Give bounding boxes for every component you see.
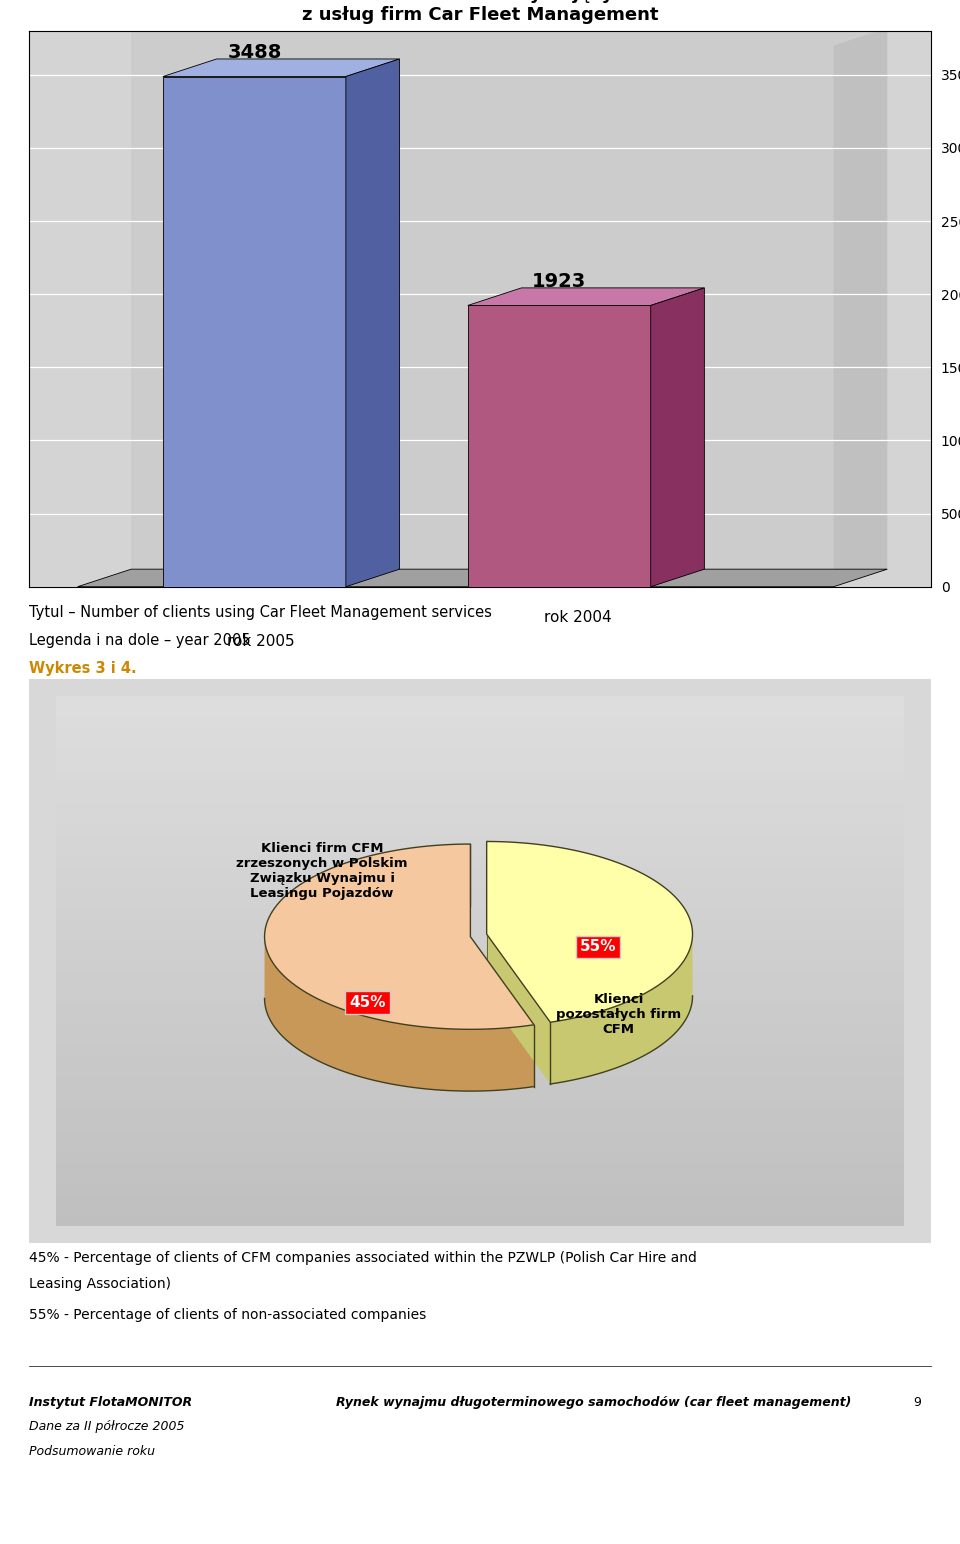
Bar bbox=[56, 971, 904, 982]
FancyBboxPatch shape bbox=[20, 673, 940, 1249]
Text: Instytut FlotaMONITOR: Instytut FlotaMONITOR bbox=[29, 1396, 192, 1408]
Bar bbox=[56, 1089, 904, 1099]
Bar bbox=[56, 696, 904, 707]
Bar bbox=[56, 707, 904, 718]
Bar bbox=[56, 855, 904, 866]
Text: 3488: 3488 bbox=[228, 43, 281, 62]
Text: Klienci
pozostałych firm
CFM: Klienci pozostałych firm CFM bbox=[556, 993, 682, 1036]
Polygon shape bbox=[487, 841, 692, 1022]
Polygon shape bbox=[163, 77, 346, 587]
Text: rok 2004: rok 2004 bbox=[543, 610, 612, 625]
Bar bbox=[56, 1204, 904, 1215]
Bar bbox=[56, 1152, 904, 1163]
Bar bbox=[56, 908, 904, 919]
Polygon shape bbox=[265, 845, 534, 1030]
Text: Dane za II półrocze 2005: Dane za II półrocze 2005 bbox=[29, 1420, 184, 1433]
Bar bbox=[56, 834, 904, 845]
Bar bbox=[56, 1130, 904, 1141]
Bar bbox=[56, 993, 904, 1004]
Bar bbox=[56, 845, 904, 855]
Bar bbox=[56, 1163, 904, 1173]
Bar bbox=[56, 919, 904, 929]
Title: Liczba klientów korzystających
z usług firm Car Fleet Management: Liczba klientów korzystających z usług f… bbox=[301, 0, 659, 23]
Polygon shape bbox=[651, 287, 705, 587]
Bar bbox=[56, 792, 904, 803]
Polygon shape bbox=[833, 28, 887, 587]
Bar bbox=[56, 1014, 904, 1025]
Bar bbox=[56, 1025, 904, 1036]
Bar bbox=[56, 1004, 904, 1014]
Text: Leasing Association): Leasing Association) bbox=[29, 1277, 171, 1291]
Bar bbox=[56, 749, 904, 760]
Bar bbox=[56, 1056, 904, 1067]
Polygon shape bbox=[470, 937, 534, 1087]
Bar bbox=[56, 1110, 904, 1119]
Text: Tytul – Number of clients using Car Fleet Management services: Tytul – Number of clients using Car Flee… bbox=[29, 605, 492, 621]
Bar bbox=[56, 960, 904, 971]
Polygon shape bbox=[132, 28, 887, 570]
Text: Klienci firm CFM
zrzeszonych w Polskim
Związku Wynajmu i
Leasingu Pojazdów: Klienci firm CFM zrzeszonych w Polskim Z… bbox=[236, 841, 408, 900]
Bar bbox=[56, 1184, 904, 1194]
Polygon shape bbox=[163, 59, 399, 77]
Bar bbox=[56, 866, 904, 877]
Polygon shape bbox=[265, 937, 534, 1092]
Polygon shape bbox=[78, 570, 887, 587]
Bar bbox=[56, 803, 904, 812]
Bar bbox=[56, 877, 904, 886]
Text: rok 2005: rok 2005 bbox=[227, 633, 295, 648]
Bar bbox=[56, 1119, 904, 1130]
Bar bbox=[56, 940, 904, 951]
Bar bbox=[56, 897, 904, 908]
Bar bbox=[56, 760, 904, 770]
Bar bbox=[56, 929, 904, 940]
Bar bbox=[56, 886, 904, 897]
Bar bbox=[56, 1067, 904, 1078]
Bar bbox=[56, 1099, 904, 1110]
Bar bbox=[56, 1194, 904, 1204]
Bar bbox=[56, 729, 904, 738]
Bar bbox=[56, 1141, 904, 1152]
Bar bbox=[56, 812, 904, 823]
Bar bbox=[56, 738, 904, 749]
Polygon shape bbox=[487, 934, 550, 1084]
Bar bbox=[56, 823, 904, 834]
Bar bbox=[56, 1045, 904, 1056]
Bar bbox=[56, 718, 904, 729]
Bar bbox=[56, 982, 904, 993]
Bar bbox=[56, 1078, 904, 1089]
Bar bbox=[56, 951, 904, 960]
Text: 1923: 1923 bbox=[532, 272, 587, 290]
Bar bbox=[56, 770, 904, 781]
Bar bbox=[56, 1173, 904, 1184]
Text: Rynek wynajmu długoterminowego samochodów (car fleet management): Rynek wynajmu długoterminowego samochodó… bbox=[336, 1396, 852, 1408]
Text: Podsumowanie roku: Podsumowanie roku bbox=[29, 1445, 155, 1458]
Text: 45%: 45% bbox=[349, 994, 386, 1010]
Text: 55%: 55% bbox=[580, 939, 616, 954]
Bar bbox=[56, 1036, 904, 1045]
Text: 45% - Percentage of clients of CFM companies associated within the PZWLP (Polish: 45% - Percentage of clients of CFM compa… bbox=[29, 1251, 697, 1265]
Bar bbox=[56, 781, 904, 792]
Polygon shape bbox=[468, 287, 705, 306]
Text: Legenda i na dole – year 2005: Legenda i na dole – year 2005 bbox=[29, 633, 251, 648]
Polygon shape bbox=[346, 59, 399, 587]
Polygon shape bbox=[550, 934, 692, 1084]
Bar bbox=[56, 1215, 904, 1226]
Text: 9: 9 bbox=[914, 1396, 922, 1408]
Text: 55% - Percentage of clients of non-associated companies: 55% - Percentage of clients of non-assoc… bbox=[29, 1308, 426, 1322]
Text: Wykres 3 i 4.: Wykres 3 i 4. bbox=[29, 661, 136, 676]
Polygon shape bbox=[468, 306, 651, 587]
